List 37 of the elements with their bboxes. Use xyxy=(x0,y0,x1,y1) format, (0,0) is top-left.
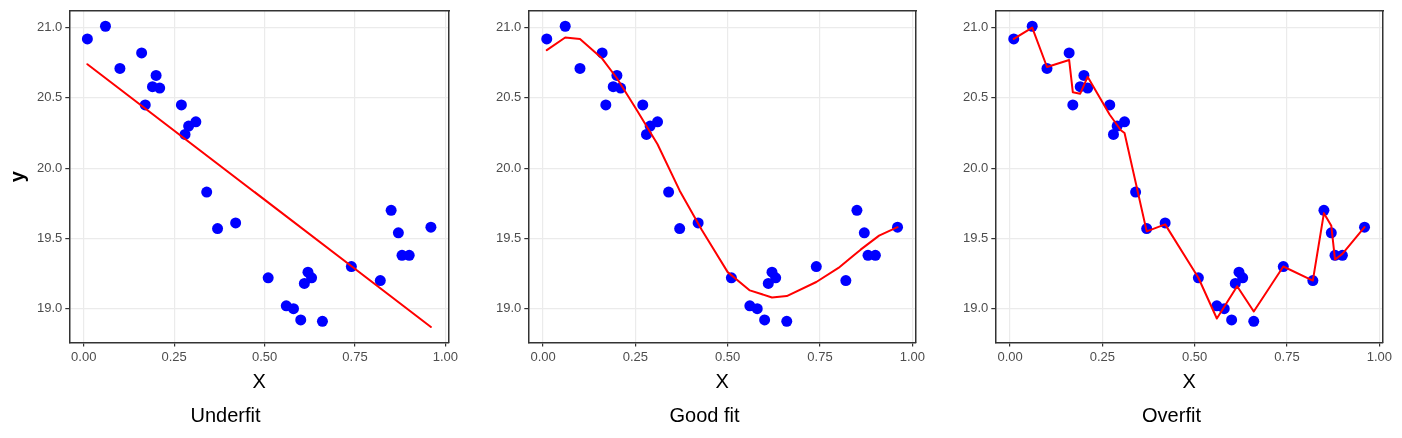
x-tick-label: 0.25 xyxy=(622,348,649,364)
y-tick-label: 21.0 xyxy=(495,19,522,35)
x-axis-title: X xyxy=(1182,369,1196,392)
x-tick-label: 0.25 xyxy=(161,348,187,364)
x-tick-label: 0.00 xyxy=(71,348,97,364)
x-tick-label: 0.75 xyxy=(807,348,833,364)
y-tick-label: 19.0 xyxy=(962,300,989,316)
y-tick-label: 19.0 xyxy=(495,300,522,316)
x-axis-title: X xyxy=(252,369,266,392)
x-tick-label: 0.50 xyxy=(715,348,741,364)
x-tick-label: 0.75 xyxy=(1274,348,1300,364)
text: Underfit xyxy=(190,403,261,426)
text: Good fit xyxy=(669,403,740,426)
y-tick-label: 20.0 xyxy=(36,159,63,175)
y-tick-label: 21.0 xyxy=(36,19,63,35)
text: Overfit xyxy=(1142,403,1202,426)
x-tick-label: 0.50 xyxy=(1182,348,1208,364)
y-tick-label: 20.0 xyxy=(962,159,989,175)
y-tick-label: 20.5 xyxy=(495,89,522,105)
y-tick-label: 20.5 xyxy=(36,89,63,105)
y-tick-label: 19.5 xyxy=(962,230,989,245)
y-tick-label: 20.5 xyxy=(962,89,989,105)
x-tick-label: 1.00 xyxy=(899,348,925,364)
x-tick-label: 1.00 xyxy=(1366,348,1392,364)
y-axis-title: y xyxy=(5,170,28,183)
x-tick-label: 1.00 xyxy=(432,348,459,364)
x-tick-label: 0.25 xyxy=(1089,348,1116,364)
x-tick-label: 0.00 xyxy=(530,348,556,364)
x-tick-label: 0.00 xyxy=(997,348,1023,364)
y-tick-label: 21.0 xyxy=(962,19,989,35)
y-tick-label: 19.0 xyxy=(36,300,63,316)
y-tick-label: 19.5 xyxy=(36,230,63,245)
y-tick-label: 19.5 xyxy=(495,230,522,245)
y-tick-label: 20.0 xyxy=(495,159,522,175)
x-axis-title: X xyxy=(715,369,729,392)
x-tick-label: 0.75 xyxy=(342,348,368,364)
x-tick-label: 0.50 xyxy=(251,348,278,364)
